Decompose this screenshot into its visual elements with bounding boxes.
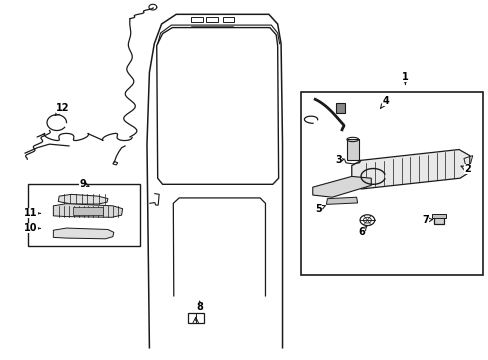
Bar xyxy=(300,92,483,275)
Bar xyxy=(335,103,344,113)
Text: 8: 8 xyxy=(196,301,203,312)
Text: 2: 2 xyxy=(460,164,470,174)
Bar xyxy=(190,17,202,22)
Bar xyxy=(73,207,103,215)
Bar xyxy=(187,314,203,323)
Polygon shape xyxy=(351,149,469,189)
Bar xyxy=(433,217,444,224)
Polygon shape xyxy=(326,197,357,204)
Text: 9: 9 xyxy=(79,179,89,189)
Text: 1: 1 xyxy=(401,72,408,85)
Text: 6: 6 xyxy=(357,226,366,237)
Polygon shape xyxy=(53,228,114,239)
Polygon shape xyxy=(312,176,370,197)
Bar xyxy=(27,184,140,246)
Text: 4: 4 xyxy=(380,96,388,108)
Bar xyxy=(431,215,446,218)
Text: 3: 3 xyxy=(335,155,344,165)
Bar xyxy=(346,139,358,160)
Bar xyxy=(206,17,218,22)
Bar xyxy=(222,17,234,22)
Text: 11: 11 xyxy=(24,208,41,219)
Polygon shape xyxy=(58,194,108,204)
Text: 5: 5 xyxy=(315,204,325,214)
Text: 10: 10 xyxy=(24,224,41,233)
Text: 7: 7 xyxy=(422,215,432,225)
Polygon shape xyxy=(53,204,122,217)
Text: 12: 12 xyxy=(55,103,70,116)
